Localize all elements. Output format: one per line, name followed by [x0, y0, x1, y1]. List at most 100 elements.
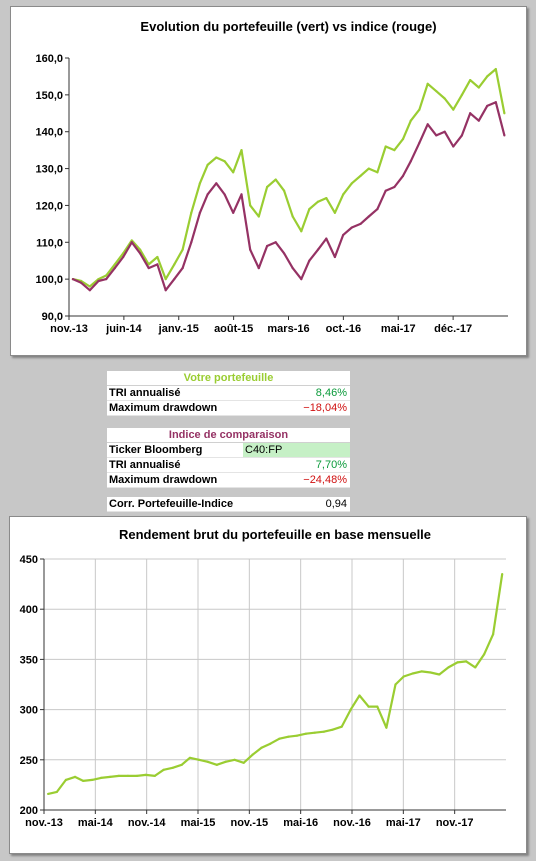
data-point [240, 149, 243, 152]
data-point [494, 101, 497, 104]
correlation-row: Corr. Portefeuille-Indice 0,94 [107, 497, 350, 512]
data-point [71, 278, 74, 281]
data-point [429, 671, 432, 674]
y-tick-label: 300 [20, 705, 38, 717]
data-point [249, 248, 252, 251]
chart-monthly-return-svg: Rendement brut du portefeuille en base m… [20, 527, 506, 829]
ticker-row: Ticker Bloomberg C40:FP [107, 443, 350, 458]
series-line-0 [72, 67, 506, 288]
data-point [477, 86, 480, 89]
x-tick-label: juin-14 [105, 323, 142, 335]
data-point [418, 141, 421, 144]
data-point [164, 289, 167, 292]
data-point [291, 215, 294, 218]
data-point [274, 241, 277, 244]
data-point [349, 708, 352, 711]
data-point [113, 263, 116, 266]
chart-title: Rendement brut du portefeuille en base m… [119, 527, 431, 542]
data-point [251, 753, 254, 756]
data-point [198, 182, 201, 185]
portfolio-stats-table: Votre portefeuille TRI annualisé 8,46% M… [107, 371, 350, 416]
data-point [147, 266, 150, 270]
data-point [342, 233, 345, 237]
data-point [435, 134, 438, 137]
data-point [452, 108, 455, 111]
data-point [73, 775, 77, 778]
data-point [492, 633, 495, 636]
chart-portfolio-vs-index: Evolution du portefeuille (vert) vs indi… [10, 6, 527, 356]
data-point [249, 204, 252, 207]
data-point [223, 160, 226, 163]
data-point [153, 774, 156, 777]
data-point [291, 266, 294, 270]
data-point [206, 193, 209, 196]
data-point [113, 266, 116, 270]
data-point [411, 672, 414, 675]
data-point [465, 660, 468, 663]
data-point [333, 255, 337, 259]
data-point [260, 746, 263, 749]
data-point [126, 774, 130, 777]
data-point [426, 123, 429, 126]
data-point [376, 705, 379, 708]
x-tick-label: mai-15 [181, 817, 216, 829]
data-point [322, 730, 325, 733]
x-tick-label: déc.-17 [434, 323, 472, 335]
x-tick-label: nov.-15 [230, 817, 268, 829]
y-tick-label: 140,0 [35, 127, 63, 139]
data-point [223, 193, 226, 196]
data-point [135, 774, 139, 777]
data-point [376, 208, 379, 211]
x-tick-label: nov.-13 [50, 323, 88, 335]
data-point [91, 778, 94, 781]
data-point [64, 778, 68, 781]
data-point [367, 167, 370, 170]
data-point [452, 145, 455, 148]
y-tick-label: 350 [20, 654, 38, 666]
data-point [313, 731, 316, 734]
data-point [206, 760, 209, 763]
x-tick-label: nov.-13 [25, 817, 63, 829]
chart-title: Evolution du portefeuille (vert) vs indi… [140, 19, 436, 34]
y-tick-label: 110,0 [36, 237, 63, 249]
data-point [269, 742, 272, 745]
data-point [435, 90, 438, 93]
data-point [224, 760, 227, 763]
data-point [501, 572, 504, 576]
data-point [394, 683, 397, 686]
data-point [486, 104, 489, 108]
data-point [82, 779, 85, 782]
data-point [316, 200, 320, 203]
x-tick-label: mai-17 [381, 323, 416, 335]
data-point [304, 732, 308, 735]
data-point [325, 196, 328, 200]
index-maxdd-label: Maximum drawdown [109, 474, 218, 486]
data-point [359, 222, 362, 225]
data-point [232, 211, 235, 214]
data-point [287, 735, 290, 738]
data-point [206, 163, 209, 166]
data-point [443, 130, 446, 133]
ticker-input[interactable]: C40:FP [243, 443, 350, 457]
data-point [447, 666, 450, 669]
data-point [393, 185, 396, 189]
data-point [308, 208, 311, 211]
data-point [350, 226, 353, 229]
data-point [97, 278, 100, 281]
data-point [278, 737, 281, 740]
data-point [333, 211, 337, 214]
data-point [325, 237, 328, 240]
x-tick-label: mars-16 [267, 323, 309, 335]
data-point [156, 255, 159, 259]
x-tick-label: oct.-16 [326, 323, 361, 335]
chart-portfolio-vs-index-svg: Evolution du portefeuille (vert) vs indi… [35, 19, 508, 335]
data-point [418, 108, 421, 111]
data-point [456, 661, 459, 664]
portfolio-maxdd-row: Maximum drawdown −18,04% [107, 401, 350, 416]
data-point [266, 244, 269, 248]
x-tick-label: nov.-16 [333, 817, 371, 829]
data-point [197, 758, 201, 761]
data-point [88, 289, 91, 292]
data-point [144, 773, 147, 776]
x-tick-label: mai-14 [78, 817, 114, 829]
